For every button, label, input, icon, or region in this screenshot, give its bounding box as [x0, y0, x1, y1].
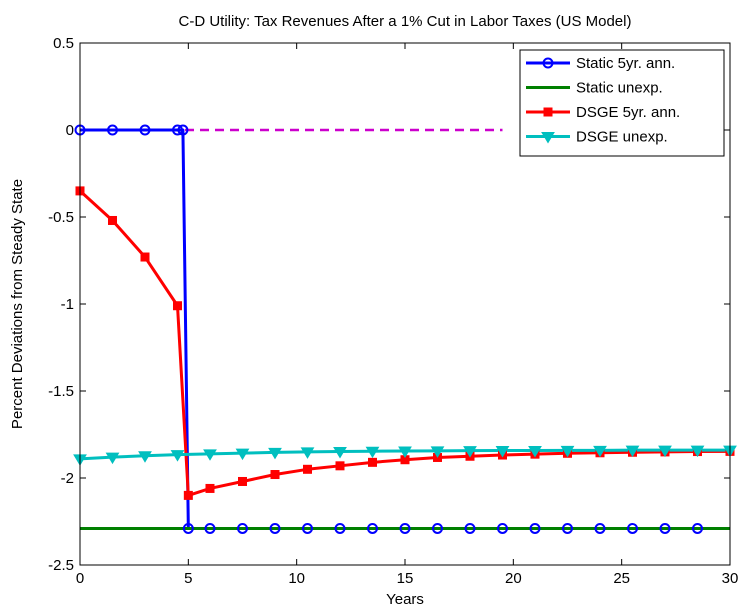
marker	[528, 446, 542, 458]
marker	[333, 447, 347, 459]
marker	[593, 445, 607, 458]
marker	[625, 445, 640, 458]
marker	[430, 446, 445, 458]
y-tick-label: -2.5	[48, 557, 74, 574]
marker	[173, 301, 182, 311]
legend-label: Static 5yr. ann.	[576, 55, 675, 72]
marker	[139, 124, 151, 136]
y-tick-label: 0	[66, 122, 74, 139]
legend-label: DSGE 5yr. ann.	[576, 104, 680, 121]
marker	[203, 449, 217, 461]
marker	[302, 522, 313, 534]
marker	[399, 522, 411, 534]
x-tick-label: 0	[76, 570, 84, 587]
marker	[172, 124, 183, 136]
marker	[140, 252, 150, 262]
marker	[432, 522, 443, 534]
x-tick-label: 30	[722, 570, 739, 587]
legend-label: DSGE unexp.	[576, 129, 668, 146]
marker	[182, 522, 194, 534]
x-tick-label: 20	[505, 570, 522, 587]
marker	[238, 476, 247, 486]
y-tick-label: -2	[61, 470, 74, 487]
x-axis-label: Years	[386, 591, 424, 608]
marker	[659, 522, 671, 534]
marker	[398, 446, 412, 459]
x-tick-label: 10	[288, 570, 305, 587]
marker	[562, 522, 573, 534]
marker	[205, 483, 215, 493]
marker	[138, 451, 152, 463]
series-line	[78, 189, 731, 497]
marker	[268, 447, 282, 460]
y-tick-label: -1	[61, 296, 74, 313]
marker	[658, 445, 672, 458]
legend-label: Static unexp.	[576, 80, 663, 97]
chart-title: C-D Utility: Tax Revenues After a 1% Cut…	[179, 13, 632, 30]
marker	[367, 522, 378, 534]
marker	[183, 490, 193, 500]
marker	[627, 522, 638, 534]
marker	[335, 461, 345, 471]
marker	[529, 522, 541, 534]
y-tick-label: -0.5	[48, 209, 74, 226]
marker	[270, 470, 280, 480]
marker	[463, 446, 477, 458]
marker	[334, 522, 346, 534]
marker	[497, 522, 508, 534]
marker	[300, 447, 315, 459]
marker	[303, 464, 312, 474]
axes-box	[79, 42, 731, 566]
marker	[235, 448, 250, 461]
x-tick-label: 15	[397, 570, 414, 587]
marker	[237, 522, 248, 534]
marker	[692, 522, 703, 534]
marker	[204, 522, 216, 534]
legend-marker	[542, 57, 554, 69]
marker	[560, 445, 575, 458]
marker	[464, 522, 476, 534]
marker	[107, 124, 118, 136]
y-tick-label: 0.5	[53, 35, 74, 52]
y-tick-label: -1.5	[48, 383, 74, 400]
marker	[690, 445, 705, 458]
marker	[177, 124, 189, 136]
marker	[269, 522, 281, 534]
y-axis-label: Percent Deviations from Steady State	[9, 179, 26, 429]
legend-marker	[541, 132, 555, 144]
legend-box	[519, 49, 725, 157]
marker	[495, 446, 510, 458]
marker	[170, 450, 185, 462]
x-tick-label: 25	[613, 570, 630, 587]
marker	[105, 452, 120, 465]
marker	[368, 457, 377, 467]
marker	[365, 446, 380, 459]
x-tick-label: 5	[184, 570, 192, 587]
marker	[594, 522, 606, 534]
legend-marker	[543, 107, 553, 117]
marker	[108, 215, 117, 225]
